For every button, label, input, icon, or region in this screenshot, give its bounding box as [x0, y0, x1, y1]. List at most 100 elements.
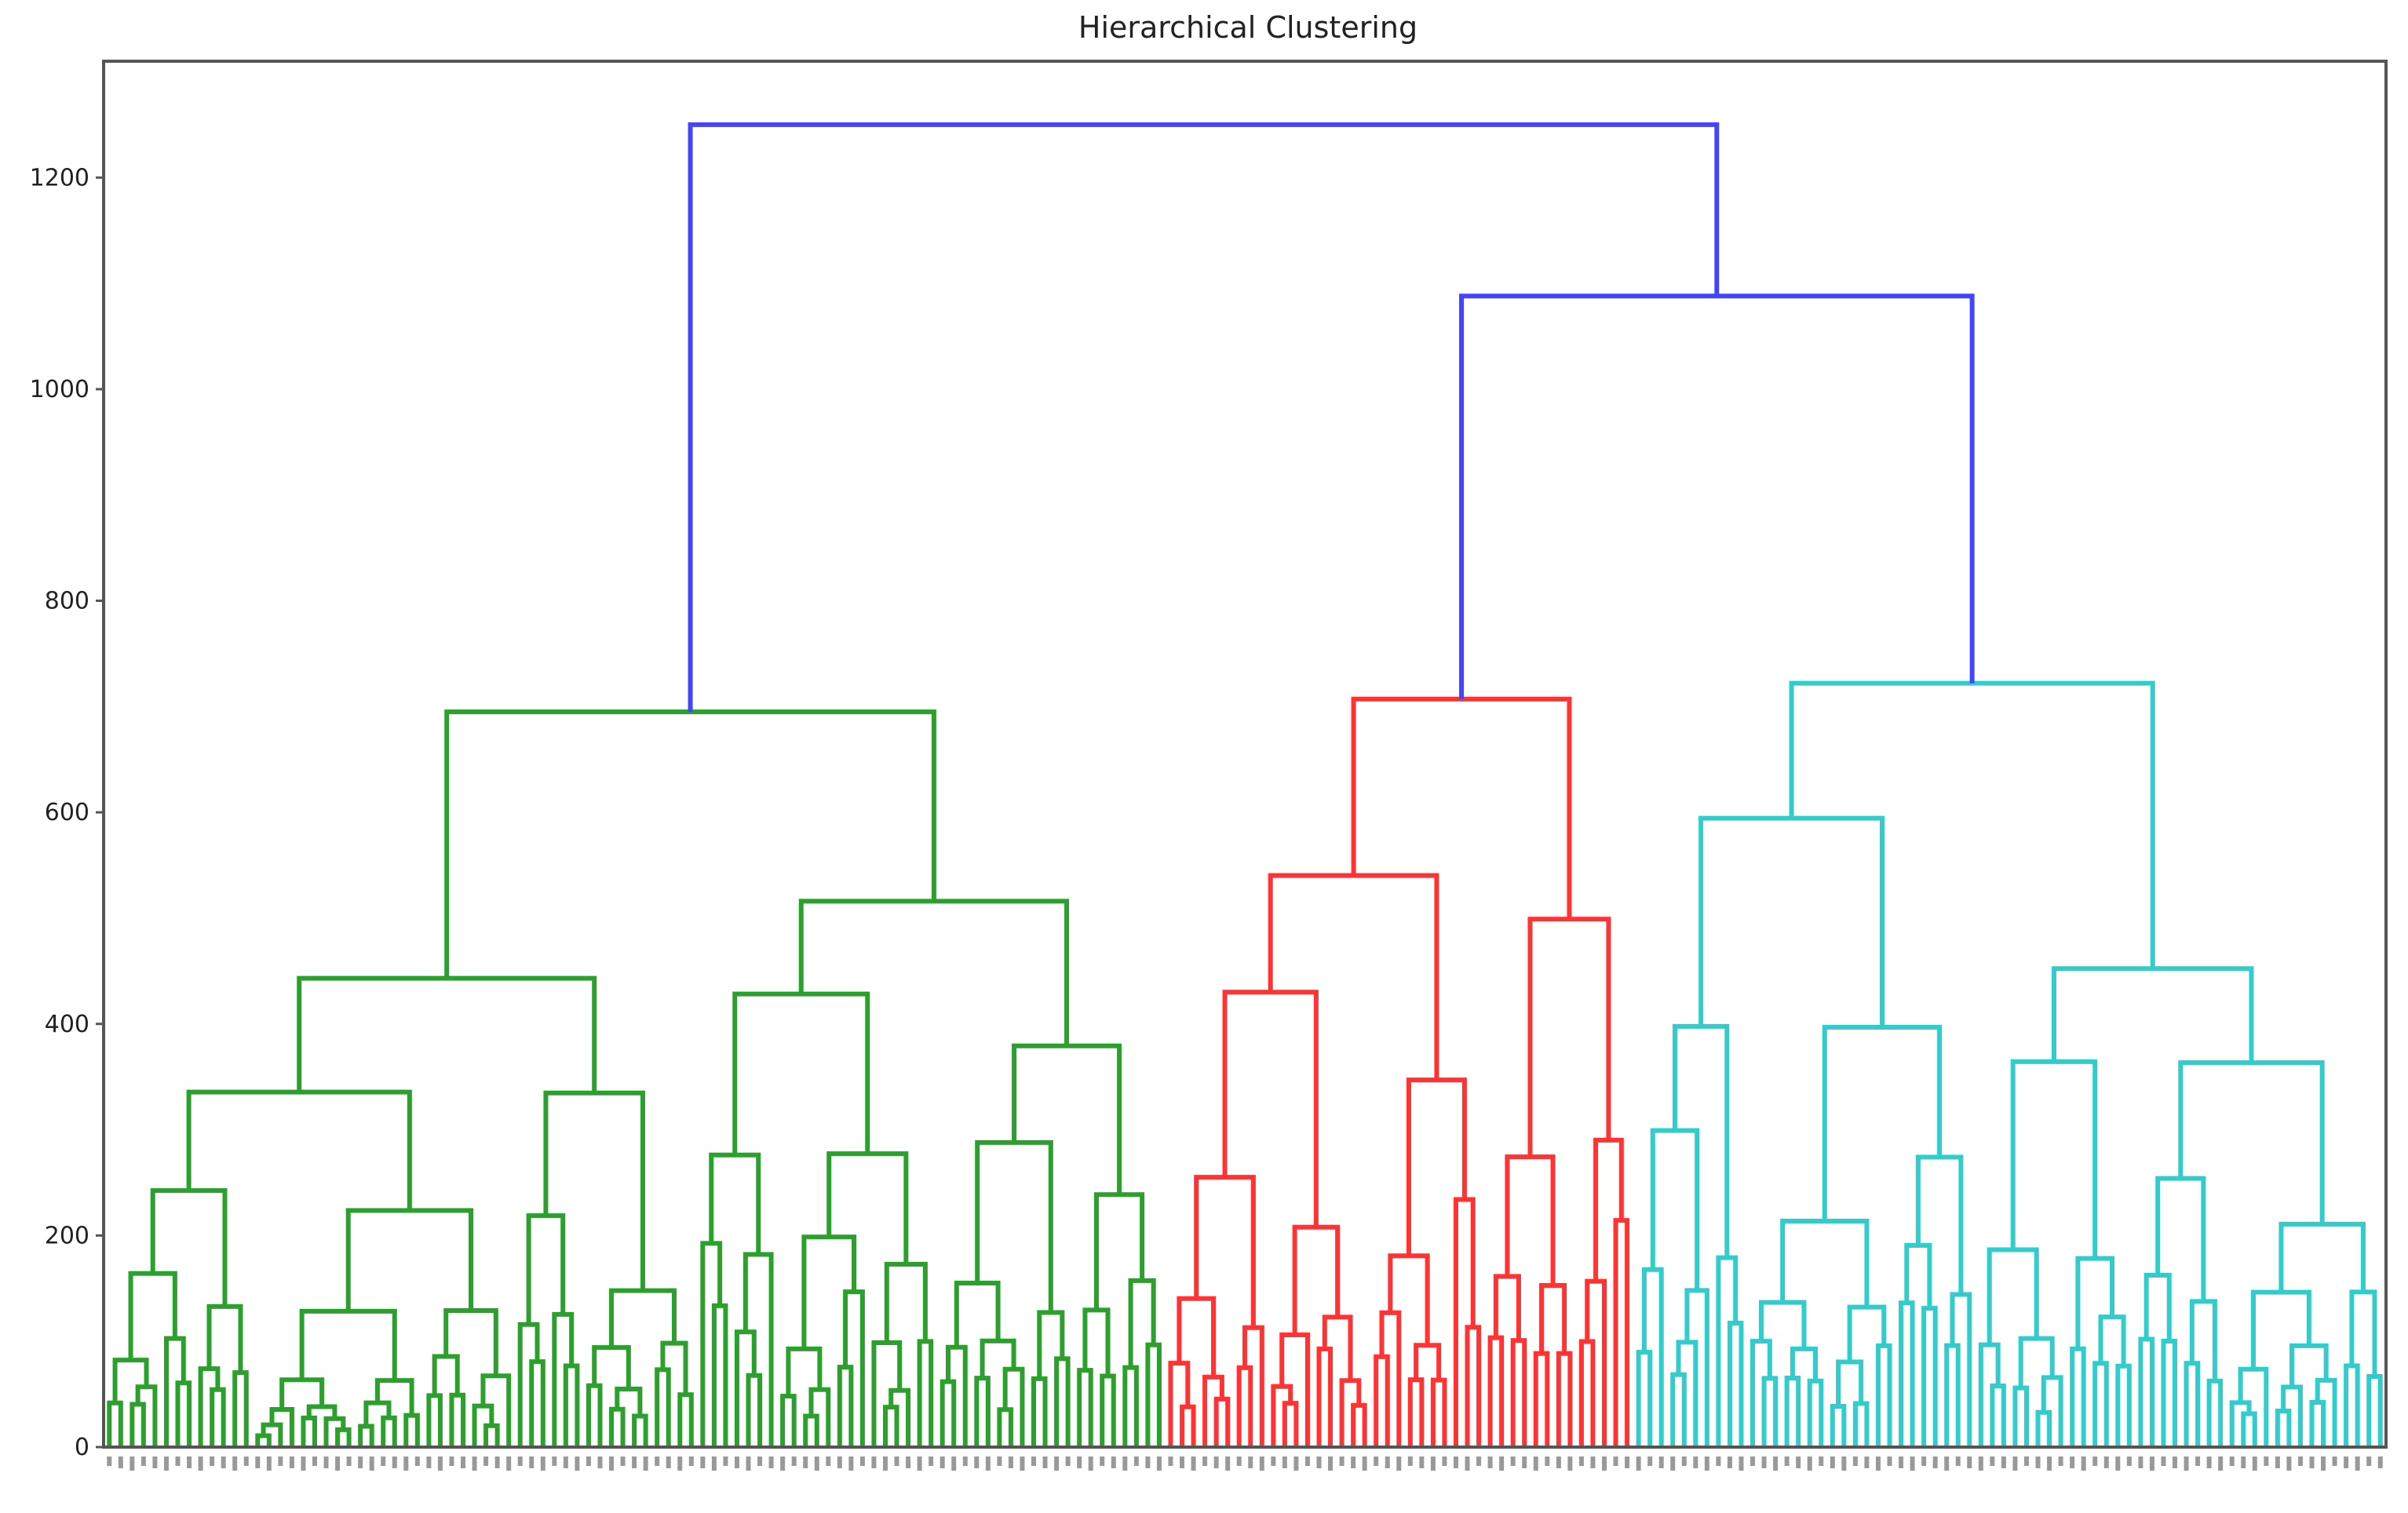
dendrogram-link	[1650, 1128, 1700, 1291]
leaf-label-mark	[734, 1456, 739, 1468]
leaf-label-mark	[951, 1456, 957, 1471]
dendrogram-link	[1830, 1404, 1847, 1447]
leaf-label-mark	[1864, 1456, 1870, 1468]
leaf-label-mark	[1852, 1456, 1858, 1466]
leaf-label-mark	[882, 1456, 888, 1471]
leaf-label-mark	[1761, 1456, 1767, 1468]
dendrogram-link	[1950, 1292, 1972, 1447]
dendrogram-link	[746, 1373, 763, 1447]
dendrogram-link	[1031, 1376, 1048, 1447]
dendrogram-link	[449, 1392, 466, 1447]
dendrogram-link	[1836, 1359, 1864, 1406]
leaf-label-mark	[1704, 1456, 1709, 1471]
y-tick-label: 0	[75, 1434, 89, 1461]
dendrogram-link	[432, 1354, 460, 1396]
leaf-label-mark	[1453, 1456, 1458, 1468]
dendrogram-link	[381, 1415, 397, 1447]
leaf-label-mark	[140, 1456, 146, 1466]
leaf-label-mark	[1020, 1456, 1025, 1471]
leaf-label-mark	[2297, 1456, 2303, 1466]
dendrogram-link	[882, 1405, 899, 1447]
leaf-label-mark	[210, 1456, 215, 1466]
dendrogram-link	[2275, 1408, 2292, 1447]
dendrogram-link	[2051, 966, 2254, 1063]
dendrogram-link	[2184, 1361, 2201, 1447]
dendrogram-link	[483, 1423, 500, 1447]
dendrogram-link	[443, 1308, 498, 1376]
dendrogram-link	[1505, 1154, 1556, 1286]
leaf-label-mark	[2001, 1456, 2006, 1468]
leaf-label-mark	[2218, 1456, 2224, 1471]
leaf-label-mark	[1156, 1456, 1162, 1471]
leaf-label-mark	[1465, 1456, 1470, 1471]
dendrogram-link	[709, 1152, 761, 1255]
leaf-label-mark	[369, 1456, 374, 1471]
leaf-label-mark	[175, 1456, 181, 1466]
dendrogram-link	[1921, 1306, 1938, 1447]
leaf-label-mark	[2012, 1456, 2018, 1471]
dendrogram-link	[917, 1339, 934, 1447]
leaf-label-mark	[255, 1456, 261, 1468]
dendrogram-link	[175, 1380, 192, 1447]
leaf-label-mark	[2184, 1456, 2189, 1471]
leaf-label-mark	[643, 1456, 648, 1471]
dendrogram-link	[1202, 1374, 1224, 1447]
leaf-label-mark	[1967, 1456, 1972, 1468]
leaf-label-mark	[1978, 1456, 1983, 1471]
dendrogram-link	[2315, 1377, 2337, 1447]
dendrogram-link	[1316, 1347, 1334, 1447]
leaf-label-mark	[1407, 1456, 1413, 1466]
dendrogram-link	[1915, 1154, 1964, 1295]
dendrogram-link	[1987, 1247, 2039, 1345]
dendrogram-link	[1750, 1339, 1772, 1447]
dendrogram-link	[1944, 1343, 1961, 1447]
dendrogram-link	[1282, 1401, 1299, 1447]
dendrogram-link	[1128, 1278, 1156, 1368]
leaf-label-mark	[1304, 1456, 1310, 1466]
dendrogram-link	[335, 1427, 352, 1447]
leaf-label-mark	[655, 1456, 660, 1466]
leaf-label-mark	[1910, 1456, 1915, 1471]
dendrogram-link	[975, 1139, 1053, 1313]
leaf-label-mark	[1339, 1456, 1344, 1466]
leaf-label-mark	[1625, 1456, 1630, 1468]
leaf-label-mark	[1476, 1456, 1482, 1466]
dendrogram-link	[1636, 1350, 1653, 1447]
leaf-label-mark	[1259, 1456, 1264, 1471]
dendrogram-link	[1533, 1351, 1550, 1447]
leaf-label-row	[107, 1456, 2383, 1471]
leaf-label-mark	[1830, 1456, 1835, 1468]
leaf-label-mark	[1100, 1456, 1105, 1466]
dendrogram-link	[808, 1387, 831, 1447]
leaf-label-mark	[2081, 1456, 2086, 1471]
leaf-label-mark	[1225, 1456, 1231, 1471]
y-tick-label: 600	[45, 799, 89, 826]
leaf-label-mark	[757, 1456, 763, 1466]
leaf-label-mark	[1088, 1456, 1093, 1471]
dendrogram-link	[677, 1392, 694, 1447]
leaf-label-mark	[483, 1456, 489, 1466]
dendrogram-link	[529, 1359, 545, 1447]
dendrogram-link	[2278, 1221, 2366, 1292]
dendrogram-link	[1268, 873, 1439, 1081]
dendrogram-link	[1904, 1242, 1932, 1309]
dendrogram-link	[954, 1281, 1001, 1347]
dendrogram-link	[974, 1376, 991, 1447]
leaf-label-mark	[1556, 1456, 1561, 1468]
leaf-label-mark	[2355, 1456, 2360, 1471]
leaf-label-mark	[2264, 1456, 2269, 1466]
leaf-label-mark	[1841, 1456, 1847, 1471]
dendrogram-link	[1790, 1346, 1818, 1381]
dendrogram-link	[2366, 1373, 2383, 1447]
dendrogram-link	[186, 1089, 412, 1211]
dendrogram-link	[1414, 1343, 1442, 1380]
leaf-label-mark	[198, 1456, 203, 1471]
leaf-label-mark	[632, 1456, 637, 1468]
dendrogram-link	[1822, 1024, 1943, 1221]
leaf-label-mark	[962, 1456, 968, 1466]
leaf-label-mark	[232, 1456, 238, 1471]
leaf-label-mark	[1133, 1456, 1139, 1466]
leaf-label-mark	[2138, 1456, 2143, 1468]
leaf-label-mark	[118, 1456, 123, 1468]
dendrogram-link	[700, 1241, 723, 1447]
